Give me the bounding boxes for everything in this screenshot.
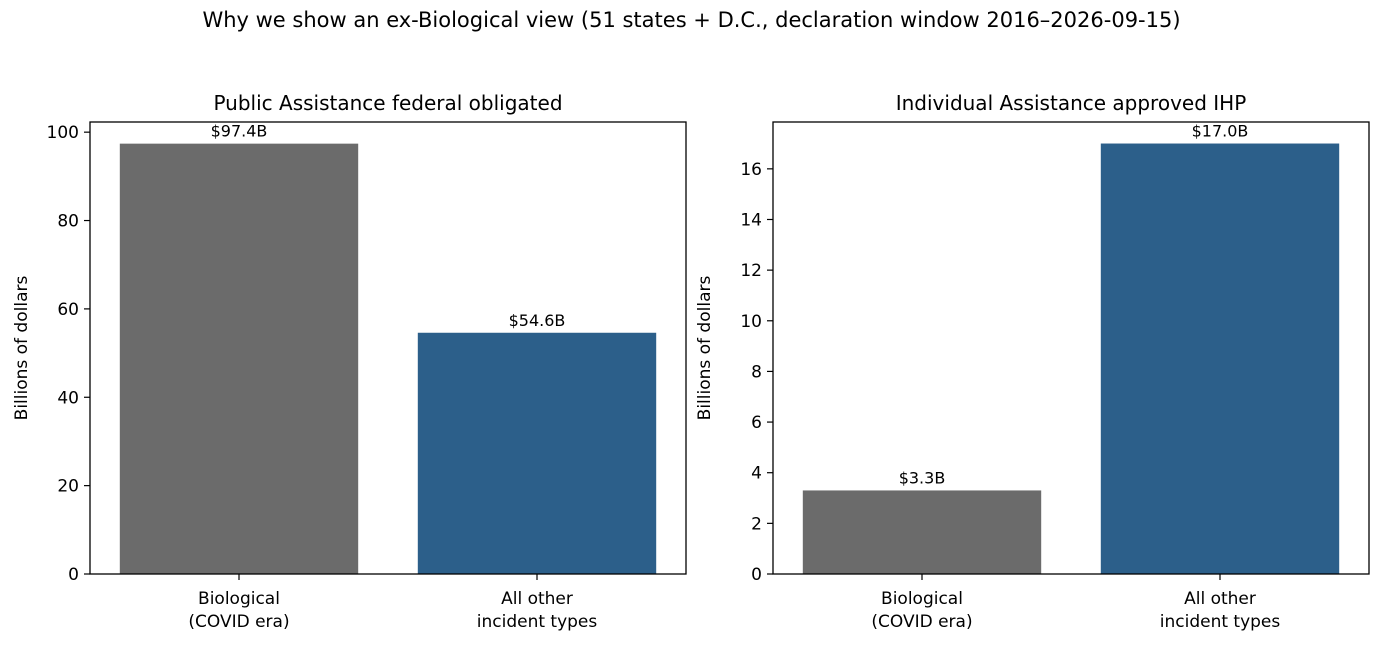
- y-tick-label: 6: [751, 413, 762, 433]
- y-tick-label: 60: [57, 300, 79, 320]
- x-tick-label: All other: [1184, 589, 1256, 609]
- x-tick-label: (COVID era): [188, 612, 289, 632]
- x-tick-label: (COVID era): [871, 612, 972, 632]
- bar: [119, 143, 359, 574]
- y-tick-label: 8: [751, 362, 762, 382]
- x-tick-label: incident types: [1160, 612, 1281, 632]
- y-tick-label: 16: [740, 160, 762, 180]
- y-tick-label: 12: [740, 261, 762, 281]
- y-axis-label: Billions of dollars: [695, 276, 715, 421]
- x-tick-label: All other: [501, 589, 573, 609]
- figure-title: Why we show an ex-Biological view (51 st…: [202, 8, 1181, 32]
- bar: [1100, 143, 1340, 574]
- bar-value-label: $54.6B: [509, 311, 566, 330]
- chart-2: $3.3B Biological (COVID era) $17.0B All othe…: [695, 91, 1370, 632]
- y-tick-label: 100: [47, 123, 79, 143]
- chart-title: Individual Assistance approved IHP: [896, 91, 1247, 115]
- y-tick-label: 0: [68, 565, 79, 585]
- bar: [417, 332, 657, 574]
- y-tick-label: 80: [57, 212, 79, 232]
- x-tick-label: Biological: [198, 589, 280, 609]
- y-tick-label: 14: [740, 210, 762, 230]
- bar-value-label: $3.3B: [899, 468, 946, 487]
- bar: [802, 490, 1042, 574]
- y-tick-label: 20: [57, 477, 79, 497]
- chart-title: Public Assistance federal obligated: [213, 91, 562, 115]
- y-tick-label: 2: [751, 514, 762, 534]
- y-tick-label: 40: [57, 388, 79, 408]
- bar-value-label: $17.0B: [1192, 122, 1249, 141]
- axes-frame: [772, 121, 1370, 575]
- chart-1: $97.4B Biological (COVID era) $54.6B All oth…: [12, 91, 687, 632]
- y-tick-label: 10: [740, 312, 762, 332]
- axes-frame: [89, 121, 687, 575]
- bar-value-label: $97.4B: [211, 122, 268, 141]
- y-tick-label: 0: [751, 565, 762, 585]
- y-tick-label: 4: [751, 464, 762, 484]
- x-tick-label: incident types: [477, 612, 598, 632]
- x-tick-label: Biological: [881, 589, 963, 609]
- y-axis-label: Billions of dollars: [12, 276, 32, 421]
